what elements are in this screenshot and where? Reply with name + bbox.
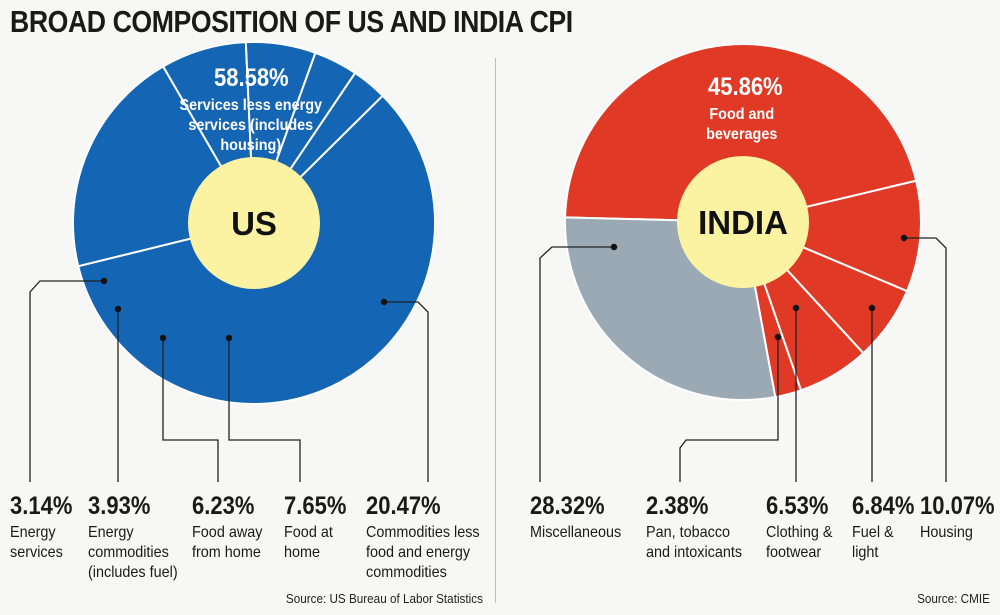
leader-commodities (384, 301, 429, 482)
leader-lines (29, 234, 947, 482)
us-pie: US (71, 41, 436, 405)
us-energy-commodities-label: Energy commodities (includes fuel) (88, 524, 178, 581)
center-disc (188, 157, 320, 289)
us-energy-services-label: Energy services (10, 524, 63, 561)
center-label: INDIA (698, 204, 788, 241)
leader-pan-dot (774, 333, 782, 341)
leader-fuel-dot (868, 304, 876, 312)
india-clothing-label: Clothing & footwear (766, 524, 833, 561)
us-source: Source: US Bureau of Labor Statistics (285, 591, 483, 606)
india-misc-label: Miscellaneous (530, 524, 622, 541)
us-food-away-label: Food away from home (192, 524, 263, 561)
india-misc-value: 28.32% (530, 492, 605, 520)
us-food-home-value: 7.65% (284, 492, 347, 520)
us-commodities-value: 20.47% (366, 492, 441, 520)
leader-food-home (228, 338, 301, 482)
us-commodities-label: Commodities less food and energy commodi… (366, 524, 480, 581)
india-pan-value: 2.38% (646, 492, 709, 520)
center-disc (677, 156, 809, 288)
india-fuel-label: Fuel & light (852, 524, 894, 561)
india-pie: INDIA (564, 43, 922, 402)
us-services-label: Services less energy services (includes … (179, 97, 323, 154)
leader-food-home-dot (225, 334, 233, 342)
slice-housing (739, 179, 922, 293)
us-energy-services-value: 3.14% (10, 492, 73, 520)
india-pan-label: Pan, tobacco and intoxicants (646, 524, 743, 561)
leader-energy-commodities-dot (114, 305, 122, 313)
leader-food-away (162, 338, 219, 482)
us-services-value: 58.58% (214, 64, 289, 92)
panel-divider (495, 58, 496, 603)
leader-food-away-dot (159, 334, 167, 342)
leader-energy-services (29, 280, 104, 482)
chart-title: BROAD COMPOSITION OF US AND INDIA CPI (10, 4, 573, 39)
india-source: Source: CMIE (917, 591, 990, 606)
india-fuel-value: 6.84% (852, 492, 915, 520)
us-energy-commodities-value: 3.93% (88, 492, 151, 520)
leader-clothing-dot (792, 304, 800, 312)
leader-misc (539, 246, 614, 482)
india-housing-label: Housing (920, 524, 973, 541)
us-food-home-label: Food at home (284, 524, 333, 561)
center-label: US (231, 205, 277, 242)
india-clothing-value: 6.53% (766, 492, 829, 520)
leader-housing (904, 237, 947, 482)
leader-pan (679, 337, 779, 482)
leader-commodities-dot (380, 298, 388, 306)
leader-housing-dot (900, 234, 908, 242)
leader-misc-dot (610, 243, 618, 251)
india-food-value: 45.86% (708, 73, 783, 101)
slice-food (564, 43, 918, 224)
us-food-away-value: 6.23% (192, 492, 255, 520)
india-food-label: Food and beverages (706, 106, 778, 143)
leader-energy-services-dot (100, 277, 108, 285)
india-housing-value: 10.07% (920, 492, 995, 520)
